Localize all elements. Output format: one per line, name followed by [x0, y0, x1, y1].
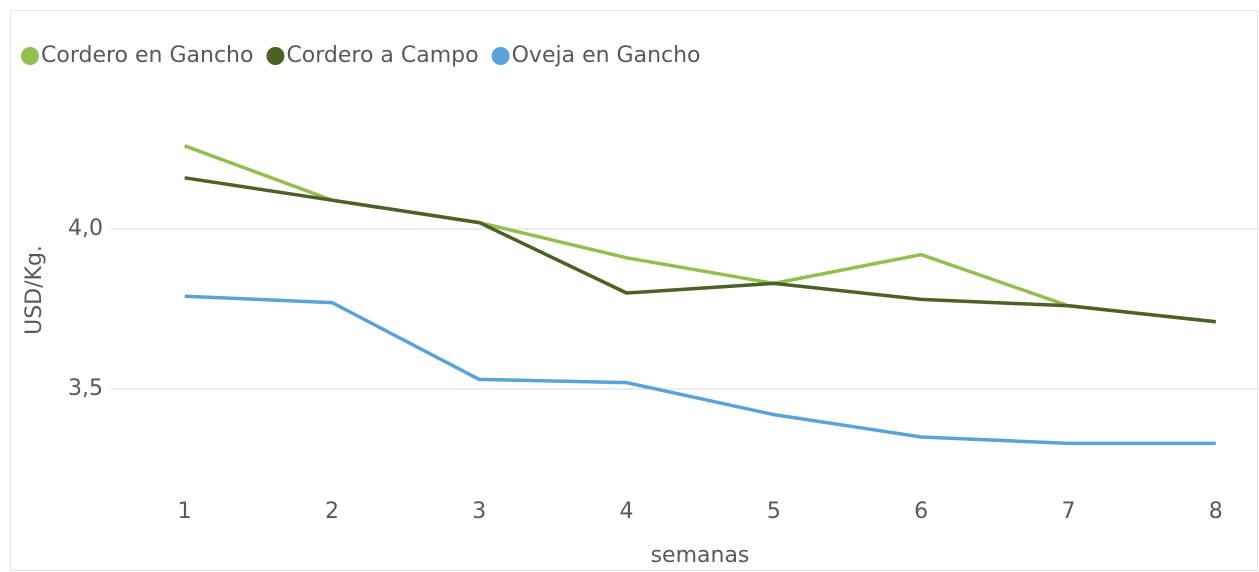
series-line — [184, 176, 1216, 324]
legend-marker — [266, 47, 285, 65]
series-line — [184, 294, 1216, 446]
x-tick-label: 3 — [472, 499, 486, 524]
legend-label: Cordero en Gancho — [41, 43, 253, 68]
x-tick-label: 2 — [325, 499, 339, 524]
y-tick-label: 3,5 — [68, 376, 103, 401]
y-tick-label: 4,0 — [68, 216, 103, 241]
x-tick-label: 5 — [767, 499, 781, 524]
chart-frame — [10, 10, 1258, 571]
x-axis-title: semanas — [651, 543, 750, 568]
x-tick-label: 8 — [1209, 499, 1223, 524]
x-tick-label: 6 — [914, 499, 928, 524]
y-axis-title: USD/Kg. — [22, 245, 47, 335]
legend-label: Cordero a Campo — [286, 43, 478, 68]
x-tick-label: 7 — [1061, 499, 1075, 524]
x-tick-label: 4 — [620, 499, 634, 524]
legend-label: Oveja en Gancho — [512, 43, 701, 68]
legend-marker — [491, 47, 510, 65]
legend-marker — [21, 47, 39, 65]
x-tick-label: 1 — [178, 499, 192, 524]
